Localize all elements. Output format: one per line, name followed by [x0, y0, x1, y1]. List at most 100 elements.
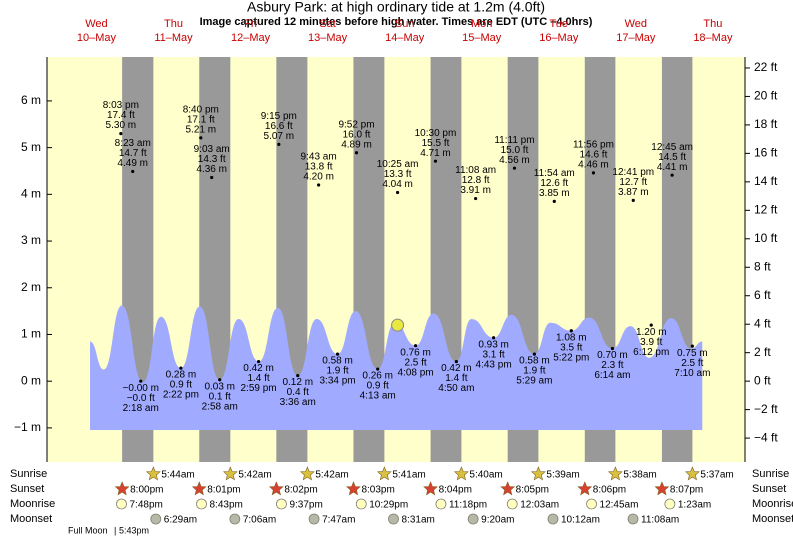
low-time: 4:08 pm — [398, 367, 434, 378]
y2-tick-label: 2 ft — [754, 345, 771, 359]
low-water-dot — [335, 352, 340, 356]
sunset-time: 8:03pm — [361, 485, 394, 496]
low-time: 6:12 pm — [633, 347, 669, 358]
low-time: 5:29 am — [516, 376, 552, 387]
y-tick-label: 0 m — [21, 373, 41, 387]
high-feet: 15.5 ft — [422, 138, 450, 149]
day-date: 14–May — [385, 32, 425, 44]
y-tick-label: 3 m — [21, 233, 41, 247]
high-water-dot — [670, 173, 674, 177]
sunrise-icon — [453, 466, 469, 481]
high-feet: 14.5 ft — [658, 152, 686, 163]
sunset-row-label-right: Sunset — [752, 483, 786, 495]
high-time: 10:30 pm — [415, 128, 457, 139]
day-name: Sun — [395, 18, 415, 30]
day-name: Sat — [319, 18, 336, 30]
moonset-time: 6:29am — [164, 515, 197, 526]
low-metres: 1.08 m — [556, 332, 587, 343]
low-feet: 3.1 ft — [482, 349, 504, 360]
sunset-time: 8:06pm — [593, 485, 626, 496]
low-time: 2:58 am — [202, 401, 238, 412]
day-date: 10–May — [77, 32, 117, 44]
day-name: Mon — [471, 18, 492, 30]
y2-tick-label: 22 ft — [754, 60, 778, 74]
high-metres: 4.71 m — [420, 148, 451, 159]
low-feet: 0.1 ft — [209, 391, 231, 402]
high-feet: 16.6 ft — [265, 121, 293, 132]
sunset-icon — [346, 481, 361, 496]
sunset-time: 8:00pm — [130, 485, 163, 496]
low-feet: 2.3 ft — [601, 360, 623, 371]
sunrise-time: 5:40am — [469, 470, 502, 481]
moonset-icon — [308, 513, 320, 525]
low-metres: 0.28 m — [166, 370, 197, 381]
low-feet: 1.9 ft — [326, 366, 348, 377]
moonset-icon — [467, 513, 479, 525]
low-water-dot — [376, 367, 380, 371]
moonset-time: 7:06am — [243, 515, 276, 526]
y2-tick-label: 20 ft — [754, 89, 778, 103]
y2-tick-label: −2 ft — [754, 402, 778, 416]
high-feet: 13.3 ft — [384, 169, 412, 180]
low-feet: 0.9 ft — [367, 381, 389, 392]
high-time: 11:08 am — [455, 165, 496, 176]
sunset-icon — [114, 481, 130, 496]
moonset-row-label: Moonset — [10, 513, 52, 525]
moonset-time: 11:08am — [641, 515, 679, 526]
moonrise-icon — [116, 498, 127, 510]
y-tick-label: 1 m — [21, 327, 41, 341]
high-time: 8:40 pm — [183, 104, 219, 115]
low-time: 3:34 pm — [319, 376, 355, 387]
moonset-icon — [547, 513, 559, 525]
low-metres: 0.26 m — [362, 371, 393, 382]
low-metres: 0.12 m — [282, 377, 313, 388]
low-feet: 0.9 ft — [170, 380, 192, 391]
moonrise-icon — [276, 498, 287, 510]
high-time: 10:25 am — [377, 159, 419, 170]
high-time: 8:23 am — [115, 138, 151, 149]
y2-tick-label: 10 ft — [754, 231, 778, 245]
moon-phase-separator: | — [114, 525, 116, 535]
high-metres: 5.21 m — [186, 124, 217, 135]
y-tick-label: 5 m — [21, 140, 41, 154]
high-time: 11:54 am — [534, 168, 575, 179]
high-time: 8:03 pm — [103, 100, 139, 111]
sunset-icon — [423, 481, 438, 496]
high-water-dot — [131, 169, 135, 174]
y-tick-label: 6 m — [21, 93, 41, 107]
high-feet: 12.7 ft — [619, 177, 647, 188]
high-metres: 4.49 m — [117, 158, 148, 169]
high-metres: 4.46 m — [578, 159, 609, 170]
high-feet: 12.8 ft — [462, 175, 490, 186]
high-feet: 13.8 ft — [305, 162, 333, 173]
high-metres: 4.04 m — [382, 179, 413, 190]
high-feet: 14.3 ft — [198, 154, 226, 165]
high-time: 9:52 pm — [338, 119, 374, 130]
moonrise-time: 9:37pm — [289, 500, 322, 511]
y2-tick-label: 16 ft — [754, 146, 778, 160]
high-metres: 5.30 m — [106, 120, 137, 131]
moonrise-time: 11:18pm — [449, 500, 487, 511]
sunrise-row-label: Sunrise — [10, 468, 47, 480]
low-time: 3:36 am — [280, 397, 316, 408]
high-time: 9:43 am — [301, 152, 337, 163]
high-water-dot — [199, 136, 203, 140]
chart-subtitle: Image captured 12 minutes before high wa… — [200, 16, 593, 28]
low-water-dot — [218, 378, 222, 382]
moonrise-icon — [435, 498, 447, 510]
low-water-dot — [179, 366, 183, 370]
high-feet: 17.1 ft — [187, 114, 215, 125]
sunset-time: 8:04pm — [439, 485, 472, 496]
high-water-dot — [474, 196, 478, 201]
low-metres: 0.42 m — [441, 363, 472, 374]
low-metres: −0.00 m — [123, 383, 159, 394]
high-water-dot — [354, 151, 359, 155]
high-metres: 4.36 m — [196, 164, 227, 175]
moonrise-time: 12:45am — [600, 500, 639, 511]
low-metres: 0.70 m — [597, 350, 628, 361]
high-feet: 17.4 ft — [107, 110, 135, 121]
low-time: 2:18 am — [123, 403, 159, 414]
day-date: 15–May — [462, 32, 502, 44]
